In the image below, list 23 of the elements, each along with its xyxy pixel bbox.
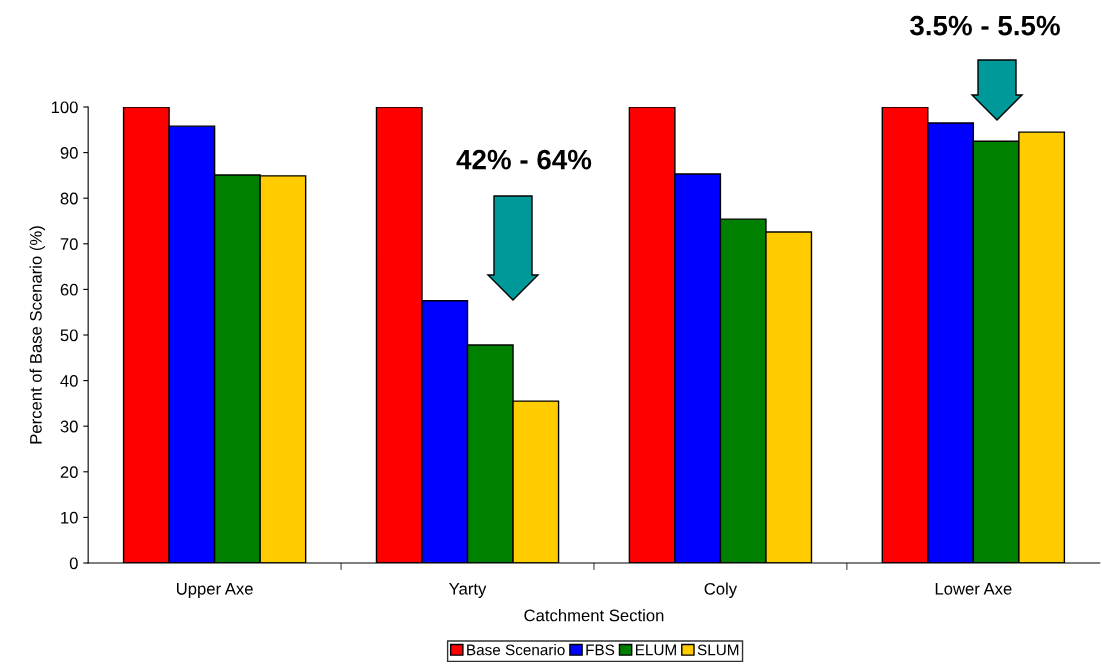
legend-label: Base Scenario <box>467 644 565 656</box>
x-axis-title: Catchment Section <box>524 609 664 622</box>
y-tick-label: 0 <box>69 557 78 570</box>
y-tick-label: 20 <box>60 466 78 478</box>
text: 3.5% - 5.5% <box>909 15 1060 36</box>
y-tick-label: 50 <box>60 329 78 342</box>
y-tick-label: 80 <box>60 192 78 205</box>
y-tick-label: 90 <box>60 147 78 159</box>
y-tick-label: 100 <box>51 101 78 114</box>
legend-label: SLUM <box>697 644 739 656</box>
y-axis-title: Percent of Base Scenario (%) <box>29 226 46 444</box>
x-tick-label: Coly <box>704 582 738 598</box>
x-tick-label: Upper Axe <box>176 583 253 598</box>
y-tick-label: 70 <box>60 238 78 250</box>
annotation: 42% - 64% <box>456 149 592 170</box>
y-tick-label: 30 <box>60 420 78 433</box>
legend-label: ELUM <box>635 644 676 656</box>
y-tick-label: 10 <box>61 511 78 524</box>
legend-label: FBS <box>586 644 615 656</box>
y-tick-label: 60 <box>60 283 78 296</box>
y-tick-label: 40 <box>60 375 78 387</box>
x-tick-label: Lower Axe <box>935 583 1012 595</box>
x-tick-label: Yarty <box>449 583 487 598</box>
